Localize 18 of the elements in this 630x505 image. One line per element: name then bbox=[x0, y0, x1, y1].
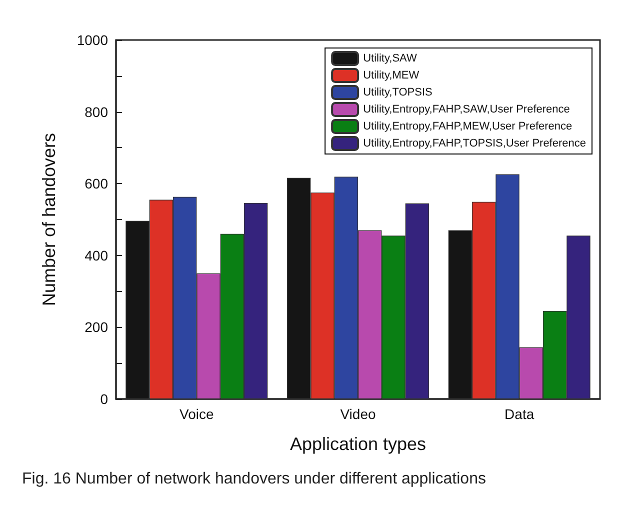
legend-label: Utility,SAW bbox=[363, 52, 418, 64]
y-tick-label: 0 bbox=[100, 391, 108, 407]
y-tick-label: 1000 bbox=[76, 32, 108, 48]
y-tick-label: 200 bbox=[84, 319, 108, 336]
y-axis-title: Number of handovers bbox=[39, 132, 59, 306]
legend-label: Utility,TOPSIS bbox=[363, 86, 432, 98]
legend-label: Utility,Entropy,FAHP,SAW,User Preference bbox=[363, 104, 570, 116]
x-tick-label: Voice bbox=[180, 406, 214, 422]
legend-label: Utility,Entropy,FAHP,MEW,User Preference bbox=[363, 120, 572, 132]
x-tick-label: Video bbox=[340, 406, 376, 422]
legend-label: Utility,Entropy,FAHP,TOPSIS,User Preference bbox=[363, 138, 586, 150]
y-tick-label: 800 bbox=[84, 104, 108, 120]
x-tick-label: Data bbox=[504, 406, 534, 422]
y-tick-label: 600 bbox=[84, 176, 108, 192]
caption: Fig. 16 Number of network handovers under different applications bbox=[22, 470, 486, 488]
y-tick-label: 400 bbox=[84, 247, 108, 264]
x-axis-title: Application types bbox=[290, 434, 426, 454]
legend-label: Utility,MEW bbox=[363, 70, 420, 82]
